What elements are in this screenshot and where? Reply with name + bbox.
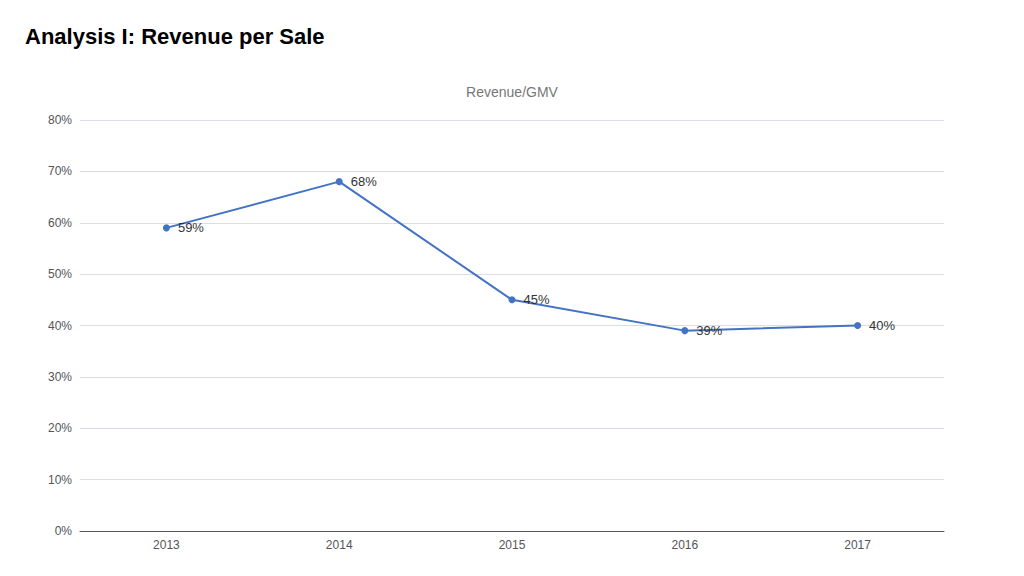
- svg-text:70%: 70%: [48, 164, 72, 178]
- svg-text:Revenue/GMV: Revenue/GMV: [466, 84, 558, 100]
- svg-text:40%: 40%: [48, 319, 72, 333]
- svg-text:30%: 30%: [48, 370, 72, 384]
- svg-text:40%: 40%: [869, 318, 895, 333]
- svg-text:Analysis I: Revenue per Sale: Analysis I: Revenue per Sale: [25, 24, 325, 49]
- svg-text:20%: 20%: [48, 421, 72, 435]
- svg-text:50%: 50%: [48, 267, 72, 281]
- svg-text:59%: 59%: [178, 220, 204, 235]
- svg-text:2015: 2015: [499, 538, 526, 552]
- svg-text:80%: 80%: [48, 113, 72, 127]
- svg-text:60%: 60%: [48, 216, 72, 230]
- svg-text:68%: 68%: [351, 174, 377, 189]
- svg-text:39%: 39%: [696, 323, 722, 338]
- svg-text:2014: 2014: [326, 538, 353, 552]
- svg-text:45%: 45%: [524, 292, 550, 307]
- svg-text:2017: 2017: [844, 538, 871, 552]
- svg-text:2016: 2016: [671, 538, 698, 552]
- svg-text:0%: 0%: [55, 524, 73, 538]
- svg-text:10%: 10%: [48, 473, 72, 487]
- svg-text:2013: 2013: [153, 538, 180, 552]
